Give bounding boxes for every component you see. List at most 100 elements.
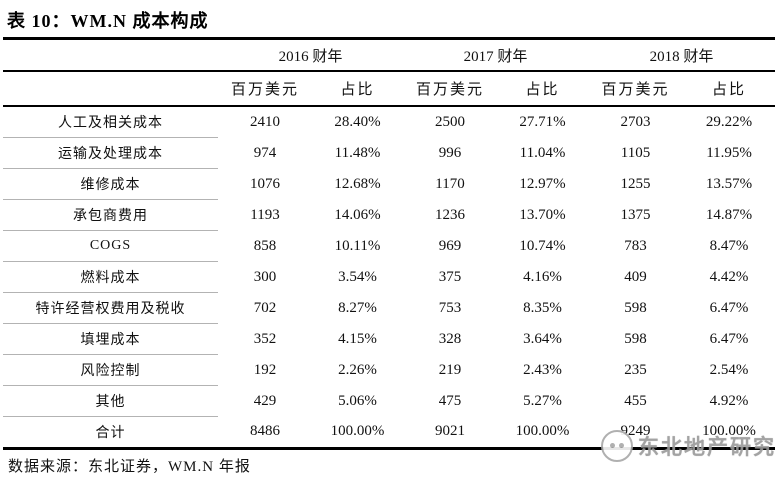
table-row: 人工及相关成本 2410 28.40% 2500 27.71% 2703 29.…	[3, 106, 775, 138]
cost-structure-table: 2016 财年 2017 财年 2018 财年 百万美元 占比 百万美元 占比 …	[3, 37, 776, 450]
cell: 2.43%	[523, 361, 562, 378]
cell: 6.47%	[709, 299, 749, 316]
cell: 969	[438, 237, 462, 254]
cell: 192	[253, 361, 277, 378]
table-row: COGS 858 10.11% 969 10.74% 783 8.47%	[3, 230, 775, 262]
row-label: 特许经营权费用及税收	[3, 292, 218, 324]
table-row: 燃料成本 300 3.54% 375 4.16% 409 4.42%	[3, 261, 775, 293]
cell: 3.64%	[523, 330, 562, 347]
cell: 300	[253, 268, 277, 285]
cell: 8.35%	[523, 299, 562, 316]
table-row: 特许经营权费用及税收 702 8.27% 753 8.35% 598 6.47%	[3, 292, 775, 324]
cell: 100.00%	[515, 423, 570, 440]
sub-header-row: 百万美元 占比 百万美元 占比 百万美元 占比	[3, 71, 776, 107]
cell: 328	[438, 330, 462, 347]
year-header-2017: 2017 财年	[403, 38, 589, 72]
cell: 475	[438, 392, 462, 409]
cell: 4.42%	[709, 268, 749, 285]
col-header-usd: 百万美元	[218, 71, 312, 107]
cell: 4.15%	[338, 330, 377, 347]
cell: 12.97%	[519, 175, 566, 192]
col-header-share: 占比	[312, 71, 404, 107]
cell: 996	[438, 144, 462, 161]
cell: 753	[438, 299, 462, 316]
cell: 1375	[620, 206, 651, 223]
col-header-usd: 百万美元	[588, 71, 684, 107]
col-header-share: 占比	[497, 71, 589, 107]
cell: 783	[624, 237, 647, 254]
cell: 100.00%	[330, 423, 385, 440]
year-header-2016: 2016 财年	[218, 38, 404, 72]
row-label: 运输及处理成本	[3, 137, 218, 169]
cell: 235	[624, 361, 647, 378]
cell: 4.16%	[523, 268, 562, 285]
cell: 12.68%	[334, 175, 381, 192]
cell: 11.04%	[519, 144, 566, 161]
row-label: 承包商费用	[3, 199, 218, 231]
row-label: 人工及相关成本	[3, 106, 218, 138]
cell: 3.54%	[338, 268, 377, 285]
row-label: 其他	[3, 385, 218, 417]
cell: 1105	[620, 144, 651, 161]
row-label: 维修成本	[3, 168, 218, 200]
cell: 2.54%	[709, 361, 749, 378]
cell: 27.71%	[519, 113, 566, 130]
cell: 13.70%	[519, 206, 566, 223]
cell: 375	[438, 268, 462, 285]
table-row: 运输及处理成本 974 11.48% 996 11.04% 1105 11.95…	[3, 137, 775, 169]
cell: 11.95%	[706, 144, 752, 161]
watermark-text: 东北地产研究	[638, 435, 776, 459]
cell: 974	[253, 144, 277, 161]
row-label: 风险控制	[3, 354, 218, 386]
cell: 29.22%	[705, 113, 753, 130]
cell: 598	[624, 299, 647, 316]
cell: 598	[624, 330, 647, 347]
cell: 2500	[435, 113, 466, 130]
cell: 1170	[435, 175, 465, 192]
cell: 9021	[435, 423, 466, 440]
cell: 1255	[620, 175, 651, 192]
table-row: 维修成本 1076 12.68% 1170 12.97% 1255 13.57%	[3, 168, 775, 200]
cell: 352	[253, 330, 277, 347]
cell: 8486	[250, 423, 280, 440]
cell: 8.27%	[338, 299, 377, 316]
cell: 2410	[250, 113, 280, 130]
cell: 11.48%	[334, 144, 381, 161]
watermark: 东北地产研究	[601, 430, 776, 462]
empty-corner-cell	[3, 38, 218, 72]
col-header-share: 占比	[683, 71, 776, 107]
cell: 1193	[250, 206, 280, 223]
data-source: 数据来源：东北证券，WM.N 年报	[8, 459, 251, 475]
row-label: 合计	[95, 426, 126, 441]
cell: 455	[624, 392, 647, 409]
cell: 5.06%	[338, 392, 377, 409]
row-label: 填埋成本	[3, 323, 218, 355]
cell: 2.26%	[338, 361, 377, 378]
cell: 4.92%	[709, 392, 749, 409]
cell: 409	[624, 268, 647, 285]
row-label: 燃料成本	[3, 261, 218, 293]
col-header-usd: 百万美元	[403, 71, 498, 107]
cell: 858	[253, 237, 277, 254]
cell: 13.57%	[705, 175, 753, 192]
table-title: 表 10：WM.N 成本构成	[7, 11, 209, 31]
cell: 2703	[620, 113, 651, 130]
table-row-total: 合计 8486 100.00% 9021 100.00% 9249 100.00…	[3, 417, 775, 449]
year-header-row: 2016 财年 2017 财年 2018 财年	[3, 38, 776, 72]
empty-corner-cell	[3, 71, 218, 107]
table-row: 风险控制 192 2.26% 219 2.43% 235 2.54%	[3, 354, 775, 386]
cell: 28.40%	[334, 113, 381, 130]
cell: 10.11%	[334, 237, 381, 254]
cell: 10.74%	[519, 237, 566, 254]
cell: 429	[253, 392, 277, 409]
year-header-2018: 2018 财年	[588, 38, 776, 72]
cell: 5.27%	[523, 392, 562, 409]
watermark-logo-icon	[601, 430, 633, 462]
cell: 14.87%	[705, 206, 753, 223]
cell: 219	[438, 361, 462, 378]
table-row: 填埋成本 352 4.15% 328 3.64% 598 6.47%	[3, 323, 775, 355]
cell: 8.47%	[709, 237, 749, 254]
table-row: 其他 429 5.06% 475 5.27% 455 4.92%	[3, 385, 775, 417]
cell: 6.47%	[709, 330, 749, 347]
